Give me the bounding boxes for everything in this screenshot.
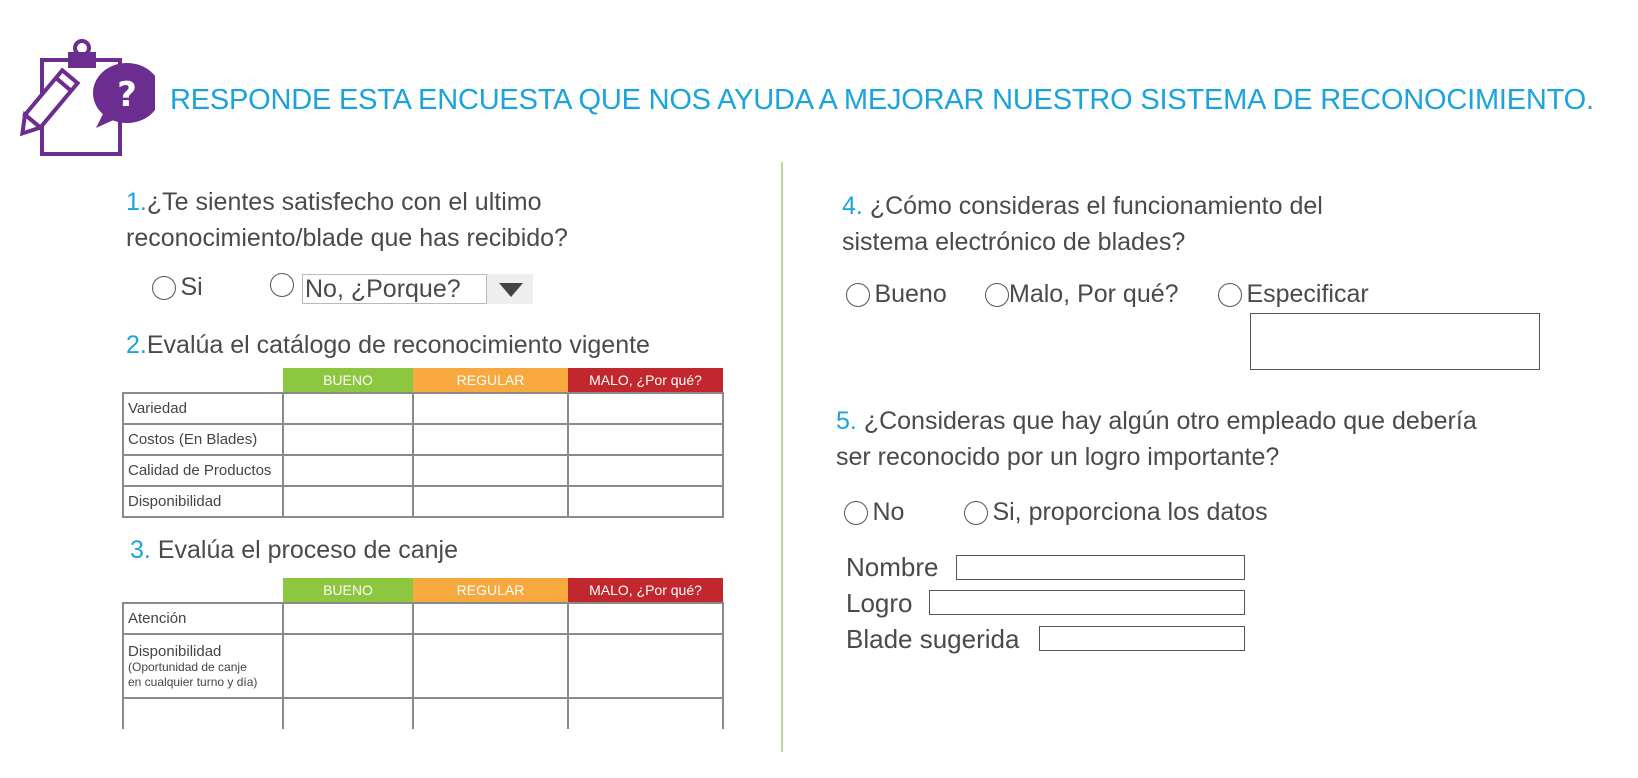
q3-cell[interactable] [412, 602, 569, 635]
q5-no-label: No [872, 498, 905, 526]
q1-yes-label: Si [180, 273, 203, 301]
chevron-down-icon[interactable] [487, 274, 533, 304]
name-field-label: Nombre [846, 552, 939, 582]
question-3-number: 3. [130, 536, 151, 564]
q2-row-label: Variedad [122, 392, 284, 425]
question-2-text: Evalúa el catálogo de reconocimiento vig… [146, 331, 650, 359]
question-4-number: 4. [842, 192, 863, 220]
q4-option-specify[interactable]: Especificar [1218, 280, 1369, 309]
q2-cell[interactable] [412, 454, 569, 487]
q3-row2-sub2: en cualquier turno y día) [128, 674, 258, 689]
q5-radio-yes[interactable] [964, 500, 988, 525]
question-3: 3. Evalúa el proceso de canje [130, 532, 458, 568]
q3-cell[interactable] [282, 602, 414, 635]
q5-radio-no[interactable] [844, 500, 868, 525]
q4-option-good[interactable]: Bueno [846, 280, 947, 309]
q2-cell[interactable] [567, 423, 724, 456]
q3-row-label: Disponibilidad (Oportunidad de canje en … [122, 633, 284, 699]
svg-text:?: ? [117, 75, 137, 115]
q3-row2-sub1: (Oportunidad de canje [128, 659, 247, 674]
q2-row-label: Disponibilidad [122, 485, 284, 518]
question-1: 1.¿Te sientes satisfecho con el ultimo r… [126, 184, 568, 256]
q2-cell[interactable] [412, 423, 569, 456]
q2-cell[interactable] [282, 485, 414, 518]
question-5-line2: ser reconocido por un logro importante? [836, 443, 1280, 471]
q3-header-bueno: BUENO [283, 578, 413, 603]
q4-option-bad[interactable]: Malo, Por qué? [985, 280, 1179, 309]
q2-cell[interactable] [567, 392, 724, 425]
page-title: RESPONDE ESTA ENCUESTA QUE NOS AYUDA A M… [170, 84, 1594, 116]
question-1-line1: ¿Te sientes satisfecho con el ultimo [146, 188, 542, 216]
q3-row-label: Atención [122, 602, 284, 635]
q2-cell[interactable] [567, 485, 724, 518]
column-divider [781, 162, 783, 752]
q2-header-bueno: BUENO [283, 368, 413, 393]
q1-option-yes[interactable]: Si [152, 273, 203, 302]
q4-radio-specify[interactable] [1218, 282, 1242, 307]
question-2: 2.Evalúa el catálogo de reconocimiento v… [126, 327, 650, 363]
blade-field[interactable] [1039, 626, 1245, 651]
achievement-field[interactable] [929, 590, 1245, 615]
q3-cell[interactable] [567, 602, 724, 635]
question-4: 4. ¿Cómo consideras el funcionamiento de… [842, 188, 1323, 260]
question-1-line2: reconocimiento/blade que has recibido? [126, 224, 568, 252]
q4-good-label: Bueno [874, 280, 947, 308]
q2-header-regular: REGULAR [413, 368, 568, 393]
q2-rating-table: BUENO REGULAR MALO, ¿Por qué? Variedad C… [122, 368, 724, 518]
q3-rating-table: BUENO REGULAR MALO, ¿Por qué? Atención D… [122, 578, 724, 729]
q5-yes-label: Si, proporciona los datos [992, 498, 1268, 526]
q3-header-malo: MALO, ¿Por qué? [568, 578, 723, 603]
question-4-line1: ¿Cómo consideras el funcionamiento del [869, 192, 1323, 220]
q3-row2-label: Disponibilidad [128, 642, 222, 660]
q5-option-no[interactable]: No [844, 498, 904, 527]
question-5: 5. ¿Consideras que hay algún otro emplea… [836, 403, 1477, 475]
question-2-number: 2. [126, 331, 147, 359]
q2-row-label: Calidad de Productos [122, 454, 284, 487]
q2-cell[interactable] [282, 392, 414, 425]
question-3-text: Evalúa el proceso de canje [157, 536, 459, 564]
question-5-number: 5. [836, 407, 857, 435]
q2-row-label: Costos (En Blades) [122, 423, 284, 456]
name-field[interactable] [956, 555, 1245, 580]
q4-radio-bad[interactable] [985, 282, 1009, 307]
q5-option-yes[interactable]: Si, proporciona los datos [964, 498, 1268, 527]
q3-cell[interactable] [282, 697, 414, 729]
q2-header-malo: MALO, ¿Por qué? [568, 368, 723, 393]
q2-cell[interactable] [412, 392, 569, 425]
q3-header-regular: REGULAR [413, 578, 568, 603]
q3-empty-cell [122, 697, 284, 729]
q4-specify-input[interactable] [1250, 313, 1540, 370]
q3-cell[interactable] [567, 633, 724, 699]
q2-cell[interactable] [282, 423, 414, 456]
achievement-field-label: Logro [846, 588, 913, 618]
q1-option-no[interactable] [270, 273, 294, 297]
q4-bad-label: Malo, Por qué? [1009, 280, 1179, 308]
q3-cell[interactable] [412, 633, 569, 699]
question-4-line2: sistema electrónico de blades? [842, 228, 1186, 256]
q4-radio-good[interactable] [846, 282, 870, 307]
q1-reason-dropdown[interactable]: No, ¿Porque? [302, 274, 487, 304]
q3-cell[interactable] [282, 633, 414, 699]
q2-cell[interactable] [567, 454, 724, 487]
blade-field-label: Blade sugerida [846, 624, 1020, 654]
question-5-line1: ¿Consideras que hay algún otro empleado … [863, 407, 1477, 435]
q3-cell[interactable] [412, 697, 569, 729]
q1-radio-yes[interactable] [152, 275, 176, 300]
q2-cell[interactable] [282, 454, 414, 487]
q3-cell[interactable] [567, 697, 724, 729]
q1-radio-no[interactable] [270, 273, 294, 297]
question-1-number: 1. [126, 188, 147, 216]
q4-specify-label: Especificar [1246, 280, 1369, 308]
q2-cell[interactable] [412, 485, 569, 518]
clipboard-question-icon: ? [19, 39, 155, 156]
